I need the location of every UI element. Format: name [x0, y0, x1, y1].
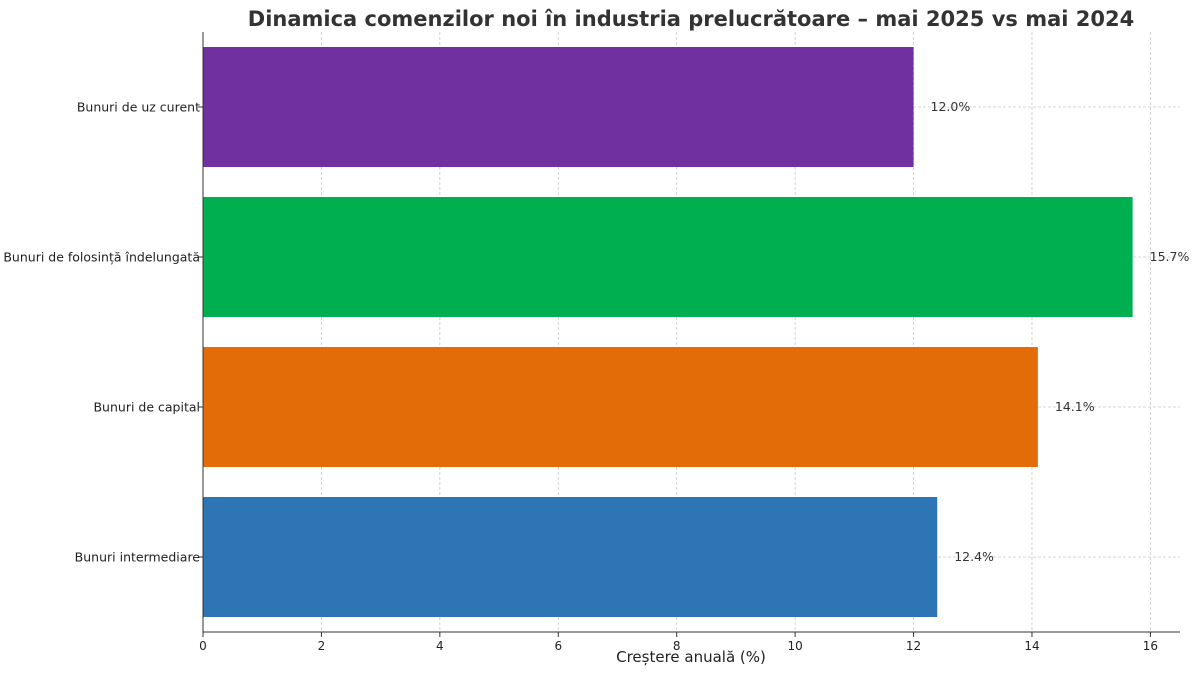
- x-axis-title: Creștere anuală (%): [616, 648, 766, 666]
- chart-title: Dinamica comenzilor noi în industria pre…: [248, 7, 1134, 31]
- data-label: 12.4%: [954, 549, 994, 564]
- x-tick-label: 4: [436, 639, 444, 653]
- bar: [203, 197, 1133, 317]
- category-label: Bunuri intermediare: [75, 550, 201, 565]
- x-tick-label: 8: [673, 639, 681, 653]
- x-tick-label: 16: [1143, 639, 1158, 653]
- x-tick-label: 10: [787, 639, 802, 653]
- data-label: 15.7%: [1150, 249, 1190, 264]
- bars: [203, 47, 1133, 617]
- x-tick-label: 12: [906, 639, 921, 653]
- x-tick-label: 14: [1024, 639, 1039, 653]
- category-label: Bunuri de folosință îndelungată: [3, 250, 200, 265]
- category-label: Bunuri de uz curent: [77, 100, 200, 115]
- bar: [203, 47, 914, 167]
- data-label: 12.0%: [931, 99, 971, 114]
- x-tick-label: 2: [318, 639, 326, 653]
- x-tick-label: 0: [199, 639, 207, 653]
- labels: 0 2 4 6 8 10 12 14 16 Bunuri de uz curent 12.0% Bun…: [3, 99, 1189, 653]
- category-label: Bunuri de capital: [93, 400, 200, 415]
- bar: [203, 347, 1038, 467]
- bar: [203, 497, 938, 617]
- x-tick-label: 6: [554, 639, 562, 653]
- data-label: 14.1%: [1055, 399, 1095, 414]
- axes: [198, 32, 1180, 637]
